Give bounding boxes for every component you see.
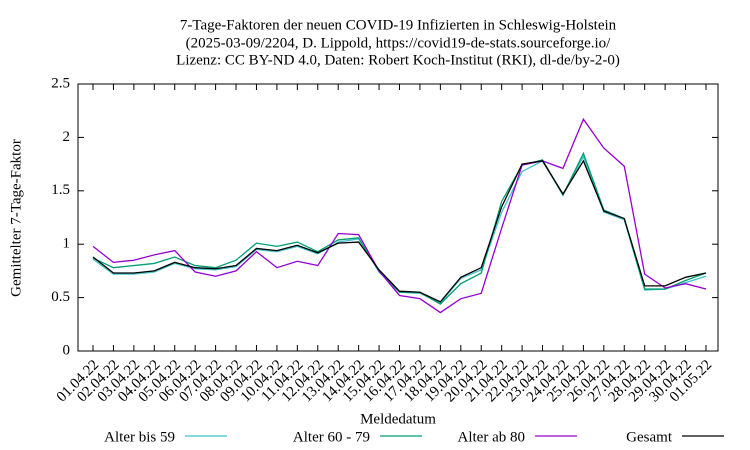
legend-label: Alter bis 59 [104,429,175,445]
legend-label: Alter 60 - 79 [293,429,370,445]
y-tick-label: 0 [63,342,71,358]
x-axis-label: Meldedatum [360,411,436,427]
y-axis-label: Gemittelter 7-Tage-Faktor [8,139,24,297]
series-line [92,117,707,314]
y-tick-label: 2 [63,129,71,145]
chart-title: Lizenz: CC BY-ND 4.0, Daten: Robert Koch… [176,52,620,68]
y-tick-label: 0.5 [51,289,70,305]
series-line [92,151,707,305]
series-line [92,155,707,304]
y-tick-label: 2.5 [51,75,70,91]
series-line [92,159,707,303]
chart-title: 7-Tage-Faktoren der neuen COVID-19 Infiz… [180,17,617,33]
legend-label: Alter ab 80 [458,429,525,445]
chart-title: (2025-03-09/2204, D. Lippold, https://co… [186,35,611,51]
plot-frame [77,83,719,352]
y-tick-label: 1 [63,236,71,252]
legend-label: Gesamt [626,429,673,445]
y-tick-label: 1.5 [51,182,70,198]
